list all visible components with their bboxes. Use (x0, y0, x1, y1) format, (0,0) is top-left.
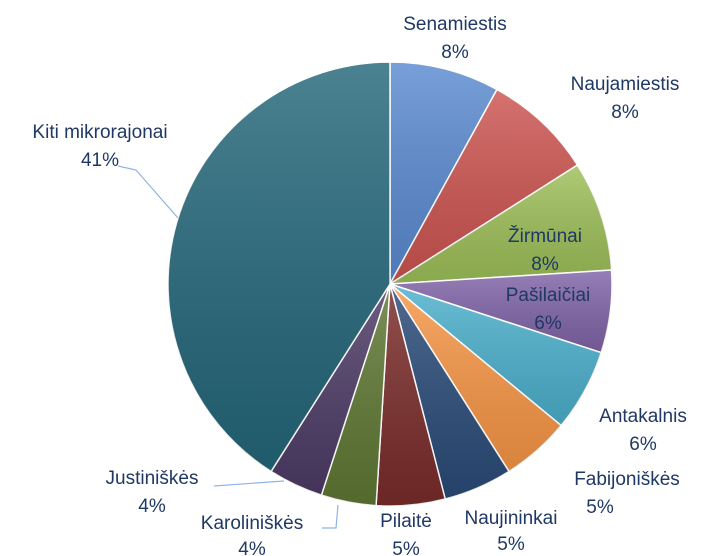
value-label: 41% (81, 150, 119, 171)
category-label: Justiniškės (106, 468, 199, 489)
category-label: Naujamiestis (571, 74, 680, 95)
value-label: 4% (238, 539, 266, 556)
value-label: 5% (586, 497, 614, 518)
value-label: 8% (441, 42, 469, 63)
category-label: Žirmūnai (508, 225, 582, 247)
leader-line (322, 504, 339, 529)
labels: Senamiestis 8% Naujamiestis 8% Žirmūnai 8% Paš… (32, 14, 686, 556)
value-label: 6% (534, 313, 562, 334)
category-label: Antakalnis (599, 406, 687, 427)
category-label: Naujininkai (465, 508, 558, 529)
value-label: 5% (392, 539, 420, 556)
leader-line (117, 165, 179, 219)
value-label: 6% (629, 434, 657, 455)
leader-line (213, 480, 285, 487)
category-label: Senamiestis (403, 14, 507, 35)
value-label: 8% (531, 254, 559, 275)
value-label: 4% (138, 496, 166, 517)
category-label: Pilaitė (380, 511, 432, 532)
value-label: 8% (611, 102, 639, 123)
category-label: Kiti mikrorajonai (32, 122, 167, 143)
category-label: Pašilaičiai (506, 285, 590, 306)
pie (167, 61, 613, 507)
category-label: Fabijoniškės (574, 469, 680, 490)
value-label: 5% (497, 534, 525, 555)
category-label: Karoliniškės (201, 513, 303, 534)
